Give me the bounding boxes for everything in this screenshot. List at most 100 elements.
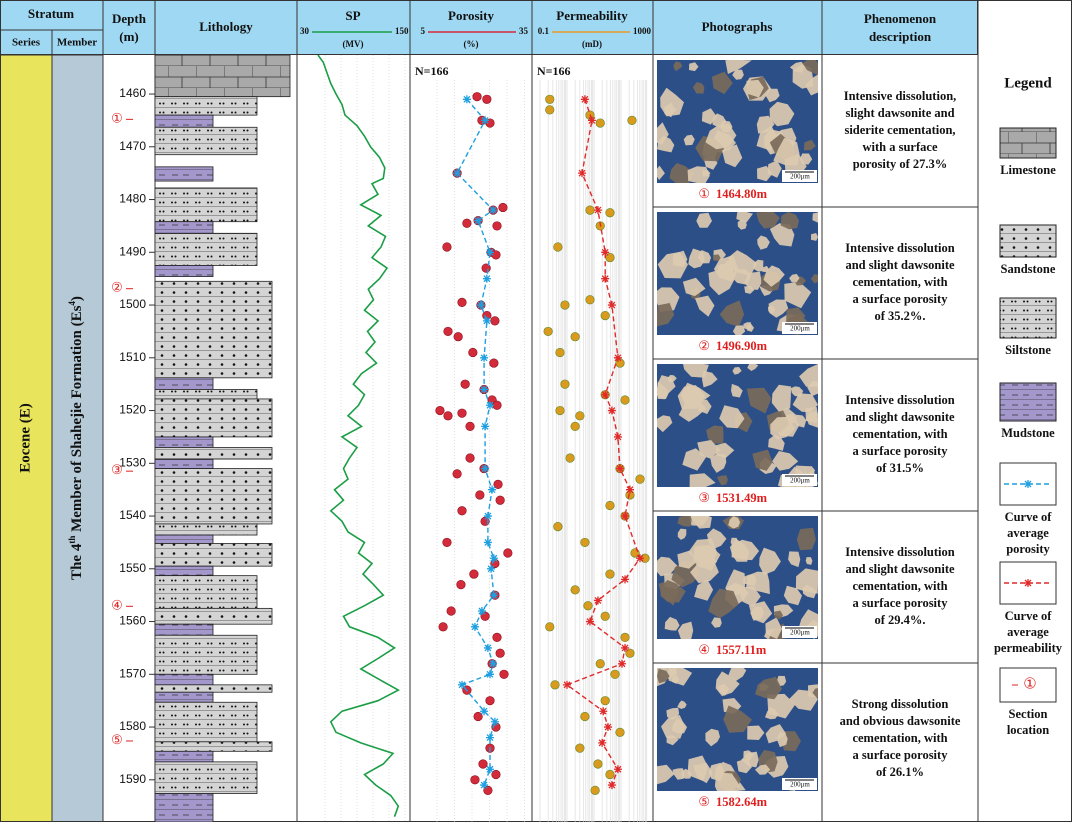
- scale-bar-label: 200μm: [790, 629, 810, 637]
- photo-grain: [660, 580, 686, 603]
- legend-label: Curve of: [1005, 609, 1053, 623]
- average-marker: [486, 670, 494, 679]
- photo-grain: [796, 527, 816, 551]
- sample-point: [555, 405, 565, 416]
- average-marker: [470, 622, 479, 631]
- photo-grain: [719, 300, 745, 327]
- legend-marker: [1024, 579, 1032, 587]
- sample-point: [442, 242, 452, 252]
- description: slight dawsonite and: [845, 106, 954, 120]
- sample-point: [560, 300, 570, 310]
- photo-grain: [763, 265, 785, 287]
- average-marker: [490, 717, 499, 726]
- photo-grain: [768, 434, 785, 451]
- legend-label: porosity: [1006, 542, 1050, 556]
- scale-max: 35: [519, 26, 529, 36]
- depth-head: (m): [119, 29, 139, 44]
- photo-marker: ②: [698, 338, 710, 353]
- sample-point: [575, 411, 585, 421]
- sample-point: [492, 221, 502, 231]
- description: cementation, with: [852, 427, 947, 441]
- average-marker: [625, 485, 634, 494]
- sample-point: [442, 537, 452, 548]
- member-part: The 4: [69, 543, 85, 580]
- sample-point: [457, 506, 467, 516]
- photo-grain: [660, 87, 684, 117]
- legend-label: Mudstone: [1001, 426, 1055, 440]
- lithology-layer: [154, 221, 214, 234]
- average-marker: [481, 422, 490, 431]
- lithology-layer: [154, 684, 273, 693]
- photo-grain: [811, 233, 818, 241]
- lithology-layer: [154, 793, 214, 822]
- lithology-layer: [154, 623, 214, 636]
- average-marker: [621, 643, 630, 652]
- photo-grain: [737, 219, 747, 230]
- legend-label: Limestone: [1000, 163, 1056, 177]
- sample-marker: ③: [111, 462, 123, 477]
- average-marker: [487, 564, 496, 573]
- photo-grain: [702, 370, 718, 388]
- description: Intensive dissolution: [845, 545, 954, 559]
- photo-grain: [657, 165, 665, 180]
- sample-point: [491, 769, 501, 780]
- depth-tick-label: 1470: [119, 139, 146, 153]
- sample-marker: ④: [111, 597, 123, 612]
- lithology-layer: [154, 575, 258, 609]
- average-marker: [482, 316, 491, 325]
- sample-point: [580, 537, 590, 548]
- sample-point: [468, 347, 478, 358]
- photo-grain: [744, 285, 755, 294]
- average-marker: [474, 216, 483, 225]
- sample-marker: ②: [111, 280, 123, 295]
- photo-grain: [786, 307, 806, 325]
- photo-grain: [723, 705, 752, 733]
- description: of 29.4%.: [874, 613, 925, 627]
- photo-grain: [694, 579, 714, 601]
- photo-grain: [789, 689, 818, 711]
- photo-grain: [747, 364, 759, 371]
- photo-grain: [712, 113, 727, 127]
- description: a surface porosity: [853, 596, 949, 610]
- sample-point: [560, 379, 570, 389]
- average-marker: [598, 738, 607, 747]
- lithology-layer: [154, 701, 258, 743]
- photo-grain: [790, 386, 804, 397]
- average-marker: [613, 765, 622, 774]
- legend-label: permeability: [994, 641, 1063, 655]
- sample-point: [555, 347, 565, 358]
- lithology-head: Lithology: [199, 19, 253, 34]
- description: and slight dawsonite: [845, 258, 955, 272]
- lithology-layer: [154, 543, 273, 567]
- photo-grain: [765, 617, 782, 639]
- photo-grain: [805, 74, 818, 96]
- lithology-layer: [154, 447, 273, 460]
- photo-grain: [765, 88, 780, 103]
- track-unit: (%): [464, 39, 479, 49]
- lithology-layer: [154, 523, 258, 536]
- legend-label: Curve of: [1005, 510, 1053, 524]
- photo-grain: [710, 453, 727, 473]
- photo-depth: 1582.64m: [716, 795, 768, 809]
- photo-grain: [657, 415, 673, 433]
- photo-grain: [673, 61, 683, 72]
- description: a surface porosity: [853, 292, 949, 306]
- photo-grain: [688, 516, 710, 526]
- lithology-layer: [154, 389, 258, 400]
- sample-point: [443, 411, 453, 421]
- depth-tick-label: 1580: [119, 719, 146, 733]
- average-marker: [621, 512, 630, 521]
- description: cementation, with: [852, 731, 947, 745]
- legend-label: Siltstone: [1005, 343, 1051, 357]
- member-part: 4: [67, 301, 77, 306]
- sample-point: [553, 242, 563, 252]
- sample-point: [456, 580, 466, 590]
- photo-depth: 1496.90m: [716, 339, 768, 353]
- average-marker: [486, 765, 494, 774]
- photo-grain: [661, 715, 686, 739]
- average-marker: [563, 680, 571, 689]
- depth-tick-label: 1590: [119, 772, 146, 786]
- average-marker: [480, 707, 489, 716]
- photo-grain: [672, 768, 685, 780]
- lithology-layer: [154, 55, 291, 98]
